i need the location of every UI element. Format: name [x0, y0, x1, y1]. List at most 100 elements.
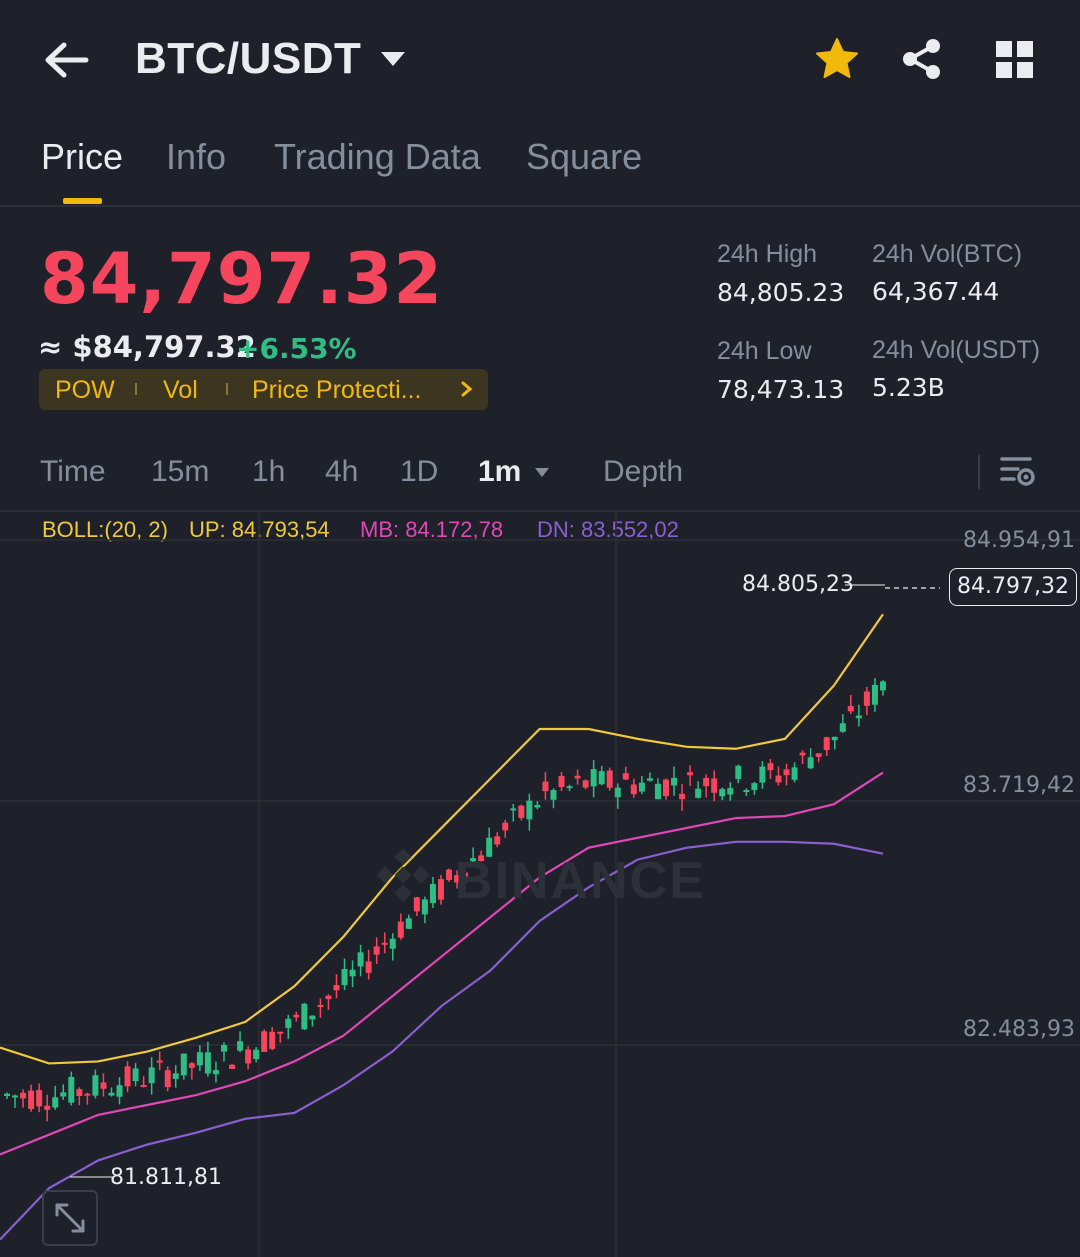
- candle-body: [727, 788, 734, 795]
- candle-body: [421, 899, 428, 915]
- candle-body: [671, 777, 678, 786]
- candle-body: [237, 1041, 244, 1051]
- candle-body: [52, 1097, 59, 1108]
- candle-body: [470, 858, 477, 862]
- interval-1d[interactable]: 1D: [400, 455, 439, 488]
- candle-body: [719, 789, 726, 797]
- candle-body: [446, 869, 452, 880]
- expand-icon: [55, 1203, 85, 1233]
- candle-body: [437, 879, 444, 900]
- candle-body: [229, 1064, 236, 1069]
- stat-24h-high-value: 84,805.23: [717, 278, 845, 307]
- candle-body: [28, 1090, 35, 1109]
- price-axis-label: 83.719,42: [963, 773, 1075, 798]
- divider: [0, 510, 1080, 512]
- candle-body: [381, 942, 388, 945]
- candle-body: [389, 938, 396, 949]
- tab-square[interactable]: Square: [526, 136, 643, 177]
- candle-body: [751, 783, 758, 790]
- candle-body: [293, 1014, 300, 1018]
- candle-body: [815, 753, 822, 757]
- candle-body: [478, 855, 485, 862]
- share-icon[interactable]: [900, 37, 944, 81]
- candle-body: [454, 875, 461, 883]
- candle-body: [188, 1063, 195, 1068]
- usd-price: ≈ $84,797.32: [38, 330, 256, 364]
- candle-body: [204, 1052, 211, 1074]
- candle-body: [317, 1004, 324, 1007]
- favorite-star-icon[interactable]: [815, 37, 859, 81]
- candle-body: [654, 783, 661, 800]
- candle-body: [245, 1049, 252, 1064]
- candle-body: [397, 921, 404, 938]
- candle-body: [212, 1070, 219, 1075]
- candle-body: [807, 757, 814, 769]
- interval-1h[interactable]: 1h: [252, 455, 286, 488]
- stat-24h-vol-usdt-value: 5.23B: [872, 373, 945, 402]
- grid-menu-icon[interactable]: [995, 40, 1035, 80]
- tab-trading-data[interactable]: Trading Data: [274, 136, 481, 177]
- candle-body: [759, 766, 766, 783]
- candle-body: [301, 1003, 308, 1030]
- boll-up-line: [0, 613, 884, 1065]
- candle-body: [542, 781, 549, 792]
- tag-separator: [226, 383, 228, 395]
- candle-body: [799, 752, 806, 756]
- candle-body: [566, 786, 573, 789]
- chart-settings-icon[interactable]: [1000, 454, 1036, 488]
- candle-body: [855, 715, 862, 719]
- boll-dn-label: DN: 83.552,02: [537, 517, 679, 542]
- candle-body: [775, 775, 782, 783]
- interval-1m[interactable]: 1m: [478, 455, 522, 488]
- candle-body: [582, 780, 589, 788]
- tag-bar[interactable]: [39, 369, 488, 410]
- candle-body: [823, 737, 830, 751]
- candle-body: [534, 804, 541, 808]
- tag-separator: [135, 383, 137, 395]
- candle-body: [164, 1070, 171, 1088]
- chevron-right-icon[interactable]: [460, 380, 474, 398]
- candle-body: [373, 946, 380, 955]
- candle-body: [847, 705, 854, 712]
- candle-body: [711, 778, 718, 793]
- candle-body: [220, 1044, 227, 1052]
- candle-body: [325, 995, 332, 1000]
- tab-price[interactable]: Price: [41, 136, 124, 177]
- candle-body: [196, 1052, 203, 1066]
- candle-body: [4, 1093, 10, 1096]
- candle-body: [20, 1092, 27, 1099]
- candle-body: [100, 1082, 107, 1089]
- low-marker-label: 81.811,81: [110, 1165, 222, 1190]
- interval-time[interactable]: Time: [40, 455, 106, 488]
- interval-15m[interactable]: 15m: [151, 455, 210, 488]
- interval-depth[interactable]: Depth: [603, 455, 684, 488]
- candle-body: [638, 782, 645, 792]
- pair-dropdown-caret-icon[interactable]: [380, 50, 406, 68]
- current-price-box: [949, 568, 1077, 606]
- candlestick-chart[interactable]: [0, 512, 1080, 1257]
- candle-body: [622, 773, 629, 780]
- candle-body: [341, 969, 348, 986]
- expand-chart-button[interactable]: [42, 1190, 98, 1246]
- tag-price-protection[interactable]: Price Protecti...: [252, 376, 422, 404]
- candle-body: [574, 775, 581, 779]
- candle-body: [839, 723, 846, 732]
- current-price-label: 84.797,32: [957, 574, 1069, 599]
- tag-pow[interactable]: POW: [55, 376, 115, 404]
- candle-body: [606, 770, 613, 788]
- candle-body: [614, 787, 621, 798]
- candle-body: [518, 805, 525, 818]
- stat-24h-vol-btc-label: 24h Vol(BTC): [872, 240, 1023, 268]
- tag-vol[interactable]: Vol: [163, 376, 198, 404]
- candle-body: [735, 765, 742, 779]
- candle-body: [494, 836, 501, 845]
- pair-title[interactable]: BTC/USDT: [135, 34, 362, 83]
- interval-dropdown-caret-icon[interactable]: [534, 465, 550, 477]
- candle-body: [285, 1018, 292, 1028]
- candle-body: [662, 779, 669, 797]
- candle-body: [253, 1049, 260, 1059]
- candle-body: [333, 985, 340, 991]
- back-arrow-icon[interactable]: [44, 40, 90, 80]
- tab-info[interactable]: Info: [166, 136, 227, 177]
- interval-4h[interactable]: 4h: [325, 455, 359, 488]
